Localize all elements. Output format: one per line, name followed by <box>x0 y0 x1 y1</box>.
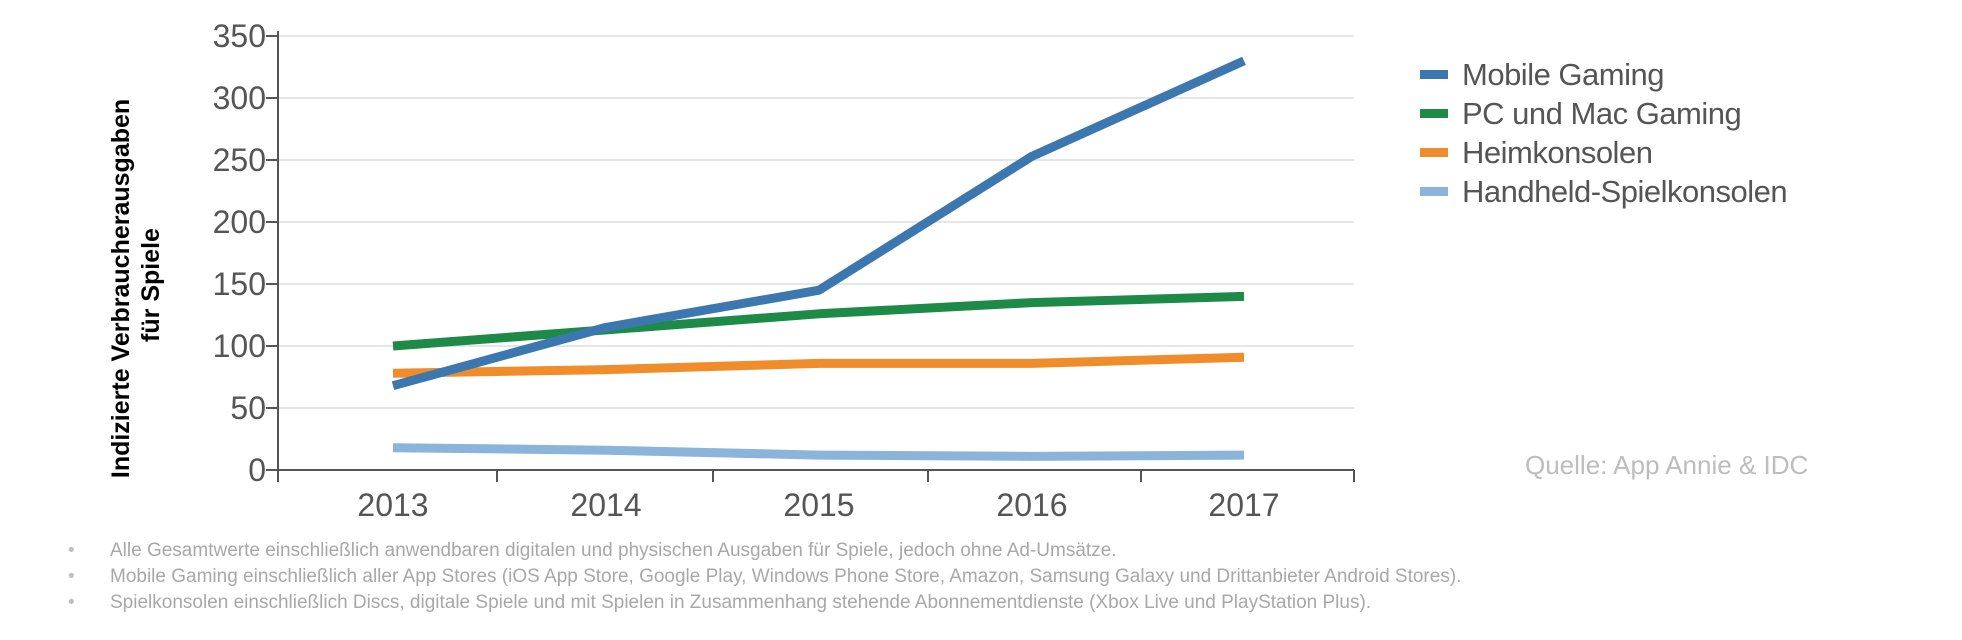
footnote: • Mobile Gaming einschließlich aller App … <box>68 564 1461 590</box>
bullet-icon: • <box>68 540 75 561</box>
legend-swatch <box>1420 148 1448 157</box>
gridlines <box>278 35 1354 409</box>
x-tick-label: 2014 <box>570 487 641 523</box>
y-tick-label: 200 <box>213 204 266 240</box>
bullet-icon: • <box>68 592 75 613</box>
legend: Mobile Gaming PC und Mac Gaming Heimkonsol… <box>1420 55 1788 211</box>
legend-item: Mobile Gaming <box>1420 55 1787 94</box>
x-axis-ticks: 2013 2014 2015 2016 2017 <box>277 470 1355 523</box>
series-line-heimkonsolen <box>392 352 1245 378</box>
y-axis-label-line-2: für Spiele <box>137 228 165 342</box>
y-tick-label: 0 <box>248 452 266 488</box>
y-tick-label: 350 <box>213 18 266 54</box>
footnote: • Spielkonsolen einschließlich Discs, dig… <box>68 590 1461 616</box>
footnote-text: Alle Gesamtwerte einschließlich anwendba… <box>110 540 1117 561</box>
bullet-icon: • <box>68 566 75 587</box>
y-tick-label: 250 <box>213 142 266 178</box>
legend-label: PC und Mac Gaming <box>1462 95 1742 131</box>
legend-swatch <box>1420 187 1448 196</box>
legend-swatch <box>1420 109 1448 118</box>
x-tick-label: 2013 <box>357 487 428 523</box>
axes <box>277 31 1354 471</box>
y-tick-label: 150 <box>213 266 266 302</box>
legend-label: Mobile Gaming <box>1462 56 1664 92</box>
y-axis-ticks: 0 50 100 150 200 250 300 350 <box>213 18 278 488</box>
legend-item: PC und Mac Gaming <box>1420 94 1787 133</box>
series-line-pc-und-mac-gaming <box>392 291 1245 351</box>
footnote-text: Spielkonsolen einschließlich Discs, digi… <box>110 592 1372 613</box>
y-axis-label: Indizierte Verbraucherausgaben für Spiel… <box>107 92 165 478</box>
legend-swatch <box>1420 70 1448 79</box>
series-lines <box>391 56 1246 461</box>
legend-label: Heimkonsolen <box>1462 134 1653 170</box>
series-line-handheld-spielkonsolen <box>392 443 1245 461</box>
y-tick-label: 300 <box>213 80 266 116</box>
footnotes: • Alle Gesamtwerte einschließlich anwendb… <box>68 538 1461 616</box>
y-axis-label-line-1: Indizierte Verbraucherausgaben <box>107 99 135 478</box>
footnote-text: Mobile Gaming einschließlich aller App S… <box>110 566 1462 587</box>
y-tick-label: 100 <box>213 328 266 364</box>
x-tick-label: 2016 <box>996 487 1067 523</box>
legend-item: Heimkonsolen <box>1420 133 1787 172</box>
legend-label: Handheld-Spielkonsolen <box>1462 173 1788 209</box>
source-note: Quelle: App Annie & IDC <box>1525 450 1809 480</box>
legend-item: Handheld-Spielkonsolen <box>1420 172 1788 211</box>
x-tick-label: 2017 <box>1208 487 1279 523</box>
y-tick-label: 50 <box>230 390 266 426</box>
x-tick-label: 2015 <box>783 487 854 523</box>
footnote: • Alle Gesamtwerte einschließlich anwendb… <box>68 538 1461 564</box>
series-line-mobile-gaming <box>391 56 1246 391</box>
